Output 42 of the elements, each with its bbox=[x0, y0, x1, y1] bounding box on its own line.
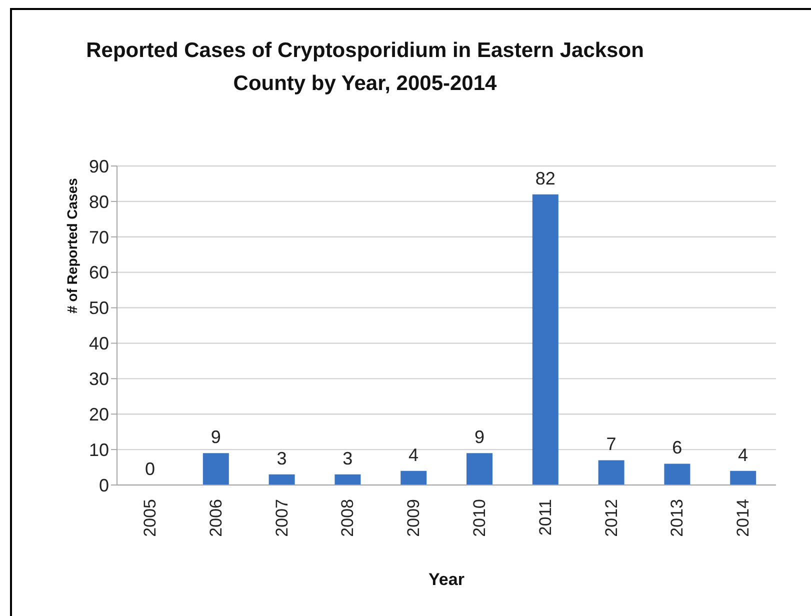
data-label: 0 bbox=[144, 459, 155, 479]
y-tick-label: 0 bbox=[98, 475, 109, 496]
bar bbox=[664, 464, 690, 485]
bar bbox=[202, 453, 229, 485]
y-tick-label: 70 bbox=[88, 227, 109, 248]
x-tick-label: 2006 bbox=[206, 499, 226, 537]
data-label: 3 bbox=[276, 448, 287, 468]
x-tick-label: 2007 bbox=[272, 499, 292, 537]
y-tick-label: 40 bbox=[88, 334, 109, 354]
bar bbox=[598, 460, 624, 485]
bar bbox=[730, 470, 756, 485]
data-label: 3 bbox=[342, 448, 353, 468]
data-label: 7 bbox=[606, 434, 616, 454]
x-tick-label: 2009 bbox=[404, 499, 424, 537]
bar bbox=[466, 453, 492, 485]
y-tick-label: 10 bbox=[88, 440, 109, 460]
x-axis-title: Year bbox=[428, 570, 465, 589]
x-tick-label: 2008 bbox=[338, 499, 358, 537]
y-axis-title: # of Reported Cases bbox=[64, 178, 80, 314]
bar bbox=[532, 194, 558, 485]
y-tick-label: 90 bbox=[88, 156, 109, 176]
x-tick-label: 2010 bbox=[470, 499, 489, 537]
data-label: 6 bbox=[672, 438, 682, 458]
y-tick-label: 50 bbox=[88, 298, 109, 318]
x-tick-label: 2011 bbox=[536, 499, 555, 536]
x-tick-label: 2012 bbox=[602, 499, 621, 537]
y-tick-label: 60 bbox=[88, 262, 109, 283]
x-tick-label: 2005 bbox=[140, 499, 160, 537]
data-label: 4 bbox=[408, 444, 419, 465]
y-tick-label: 30 bbox=[88, 369, 109, 390]
data-label: 9 bbox=[474, 427, 484, 448]
data-label: 4 bbox=[738, 444, 748, 465]
data-label: 82 bbox=[535, 168, 556, 188]
x-tick-label: 2013 bbox=[668, 499, 687, 537]
bar bbox=[268, 474, 295, 485]
bar bbox=[400, 470, 427, 485]
y-tick-label: 20 bbox=[88, 404, 109, 424]
x-tick-label: 2014 bbox=[734, 499, 753, 537]
chart-title: Reported Cases of Cryptosporidium in Eastern Jackson County by Year, 2005-2014 bbox=[85, 38, 645, 97]
bar bbox=[334, 474, 361, 485]
data-label: 9 bbox=[210, 427, 221, 448]
y-tick-label: 80 bbox=[88, 192, 109, 212]
